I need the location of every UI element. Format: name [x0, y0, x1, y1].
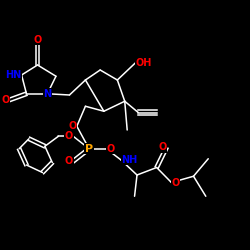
Text: O: O	[65, 131, 73, 141]
Text: O: O	[106, 144, 114, 154]
Text: P: P	[85, 144, 93, 154]
Text: O: O	[34, 35, 42, 45]
Text: N: N	[43, 89, 52, 99]
Text: HN: HN	[5, 70, 21, 80]
Text: O: O	[65, 156, 73, 166]
Text: OH: OH	[136, 58, 152, 68]
Text: O: O	[1, 95, 9, 105]
Text: NH: NH	[121, 155, 137, 165]
Text: O: O	[172, 178, 180, 188]
Text: O: O	[158, 142, 166, 152]
Text: O: O	[68, 121, 77, 131]
